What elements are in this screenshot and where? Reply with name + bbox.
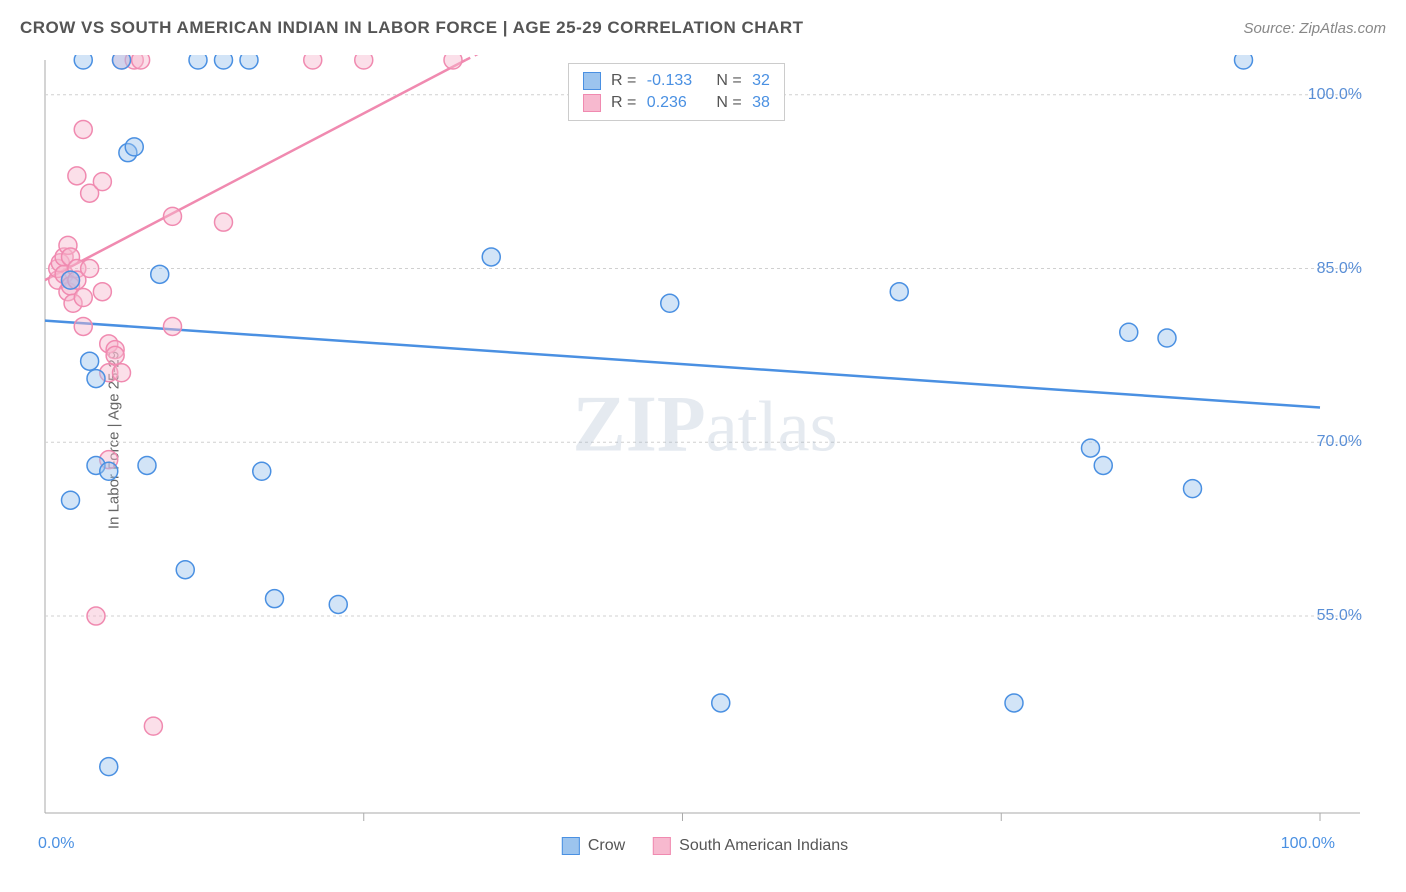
legend-item-sai: South American Indians [653,837,848,855]
swatch-crow [562,837,580,855]
stats-row: R = 0.236 N = 38 [583,92,770,114]
swatch-sai [653,837,671,855]
x-tick-left: 0.0% [38,835,74,853]
stat-R-value: -0.133 [642,72,698,90]
y-tick-label: 55.0% [1317,607,1362,625]
bottom-legend: Crow South American Indians [562,837,848,855]
source-label: Source: ZipAtlas.com [1243,20,1386,37]
stat-N-label: N = [716,72,741,90]
x-tick-right: 100.0% [1281,835,1335,853]
stat-R-label: R = [611,72,636,90]
swatch-icon [583,94,601,112]
stats-legend: R = -0.133 N = 32 R = 0.236 N = 38 [568,63,785,121]
swatch-icon [583,72,601,90]
stat-R-value: 0.236 [642,94,698,112]
stat-N-label: N = [716,94,741,112]
legend-item-crow: Crow [562,837,625,855]
stat-N-value: 38 [748,94,770,112]
chart-title: CROW VS SOUTH AMERICAN INDIAN IN LABOR F… [20,18,803,38]
scatter-plot-svg [40,55,1370,825]
legend-label-sai: South American Indians [679,837,848,855]
legend-label-crow: Crow [588,837,625,855]
y-tick-label: 100.0% [1308,86,1362,104]
stat-N-value: 32 [748,72,770,90]
chart-area: In Labor Force | Age 25-29 ZIPatlas 55.0… [40,55,1370,825]
stats-row: R = -0.133 N = 32 [583,70,770,92]
stat-R-label: R = [611,94,636,112]
header: CROW VS SOUTH AMERICAN INDIAN IN LABOR F… [0,0,1406,46]
y-tick-label: 70.0% [1317,433,1362,451]
y-tick-label: 85.0% [1317,260,1362,278]
